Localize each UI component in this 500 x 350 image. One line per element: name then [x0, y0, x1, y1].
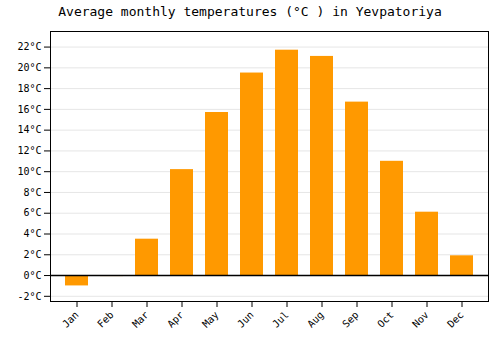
svg-text:-2°C: -2°C [17, 291, 41, 302]
svg-text:22°C: 22°C [17, 41, 41, 52]
svg-text:Jan: Jan [60, 309, 81, 330]
svg-text:14°C: 14°C [17, 124, 41, 135]
svg-text:Oct: Oct [375, 309, 396, 330]
svg-text:6°C: 6°C [23, 207, 41, 218]
svg-text:Apr: Apr [165, 309, 186, 330]
svg-text:Dec: Dec [445, 309, 466, 330]
svg-text:0°C: 0°C [23, 270, 41, 281]
svg-text:Mar: Mar [130, 309, 151, 330]
svg-text:4°C: 4°C [23, 228, 41, 239]
svg-text:Jun: Jun [235, 309, 256, 330]
svg-text:16°C: 16°C [17, 104, 41, 115]
svg-text:Feb: Feb [95, 309, 116, 330]
svg-text:8°C: 8°C [23, 187, 41, 198]
html-text:Average monthly temperatures (: Average monthly temperatures (°C ) in Ye… [58, 4, 442, 19]
svg-text:Jul: Jul [270, 309, 291, 330]
svg-text:Nov: Nov [410, 309, 431, 330]
svg-text:May: May [200, 309, 221, 330]
svg-text:Sep: Sep [340, 309, 361, 330]
svg-text:Aug: Aug [305, 309, 326, 330]
svg-text:12°C: 12°C [17, 145, 41, 156]
svg-text:18°C: 18°C [17, 83, 41, 94]
svg-text:10°C: 10°C [17, 166, 41, 177]
svg-text:20°C: 20°C [17, 62, 41, 73]
svg-text:2°C: 2°C [23, 249, 41, 260]
